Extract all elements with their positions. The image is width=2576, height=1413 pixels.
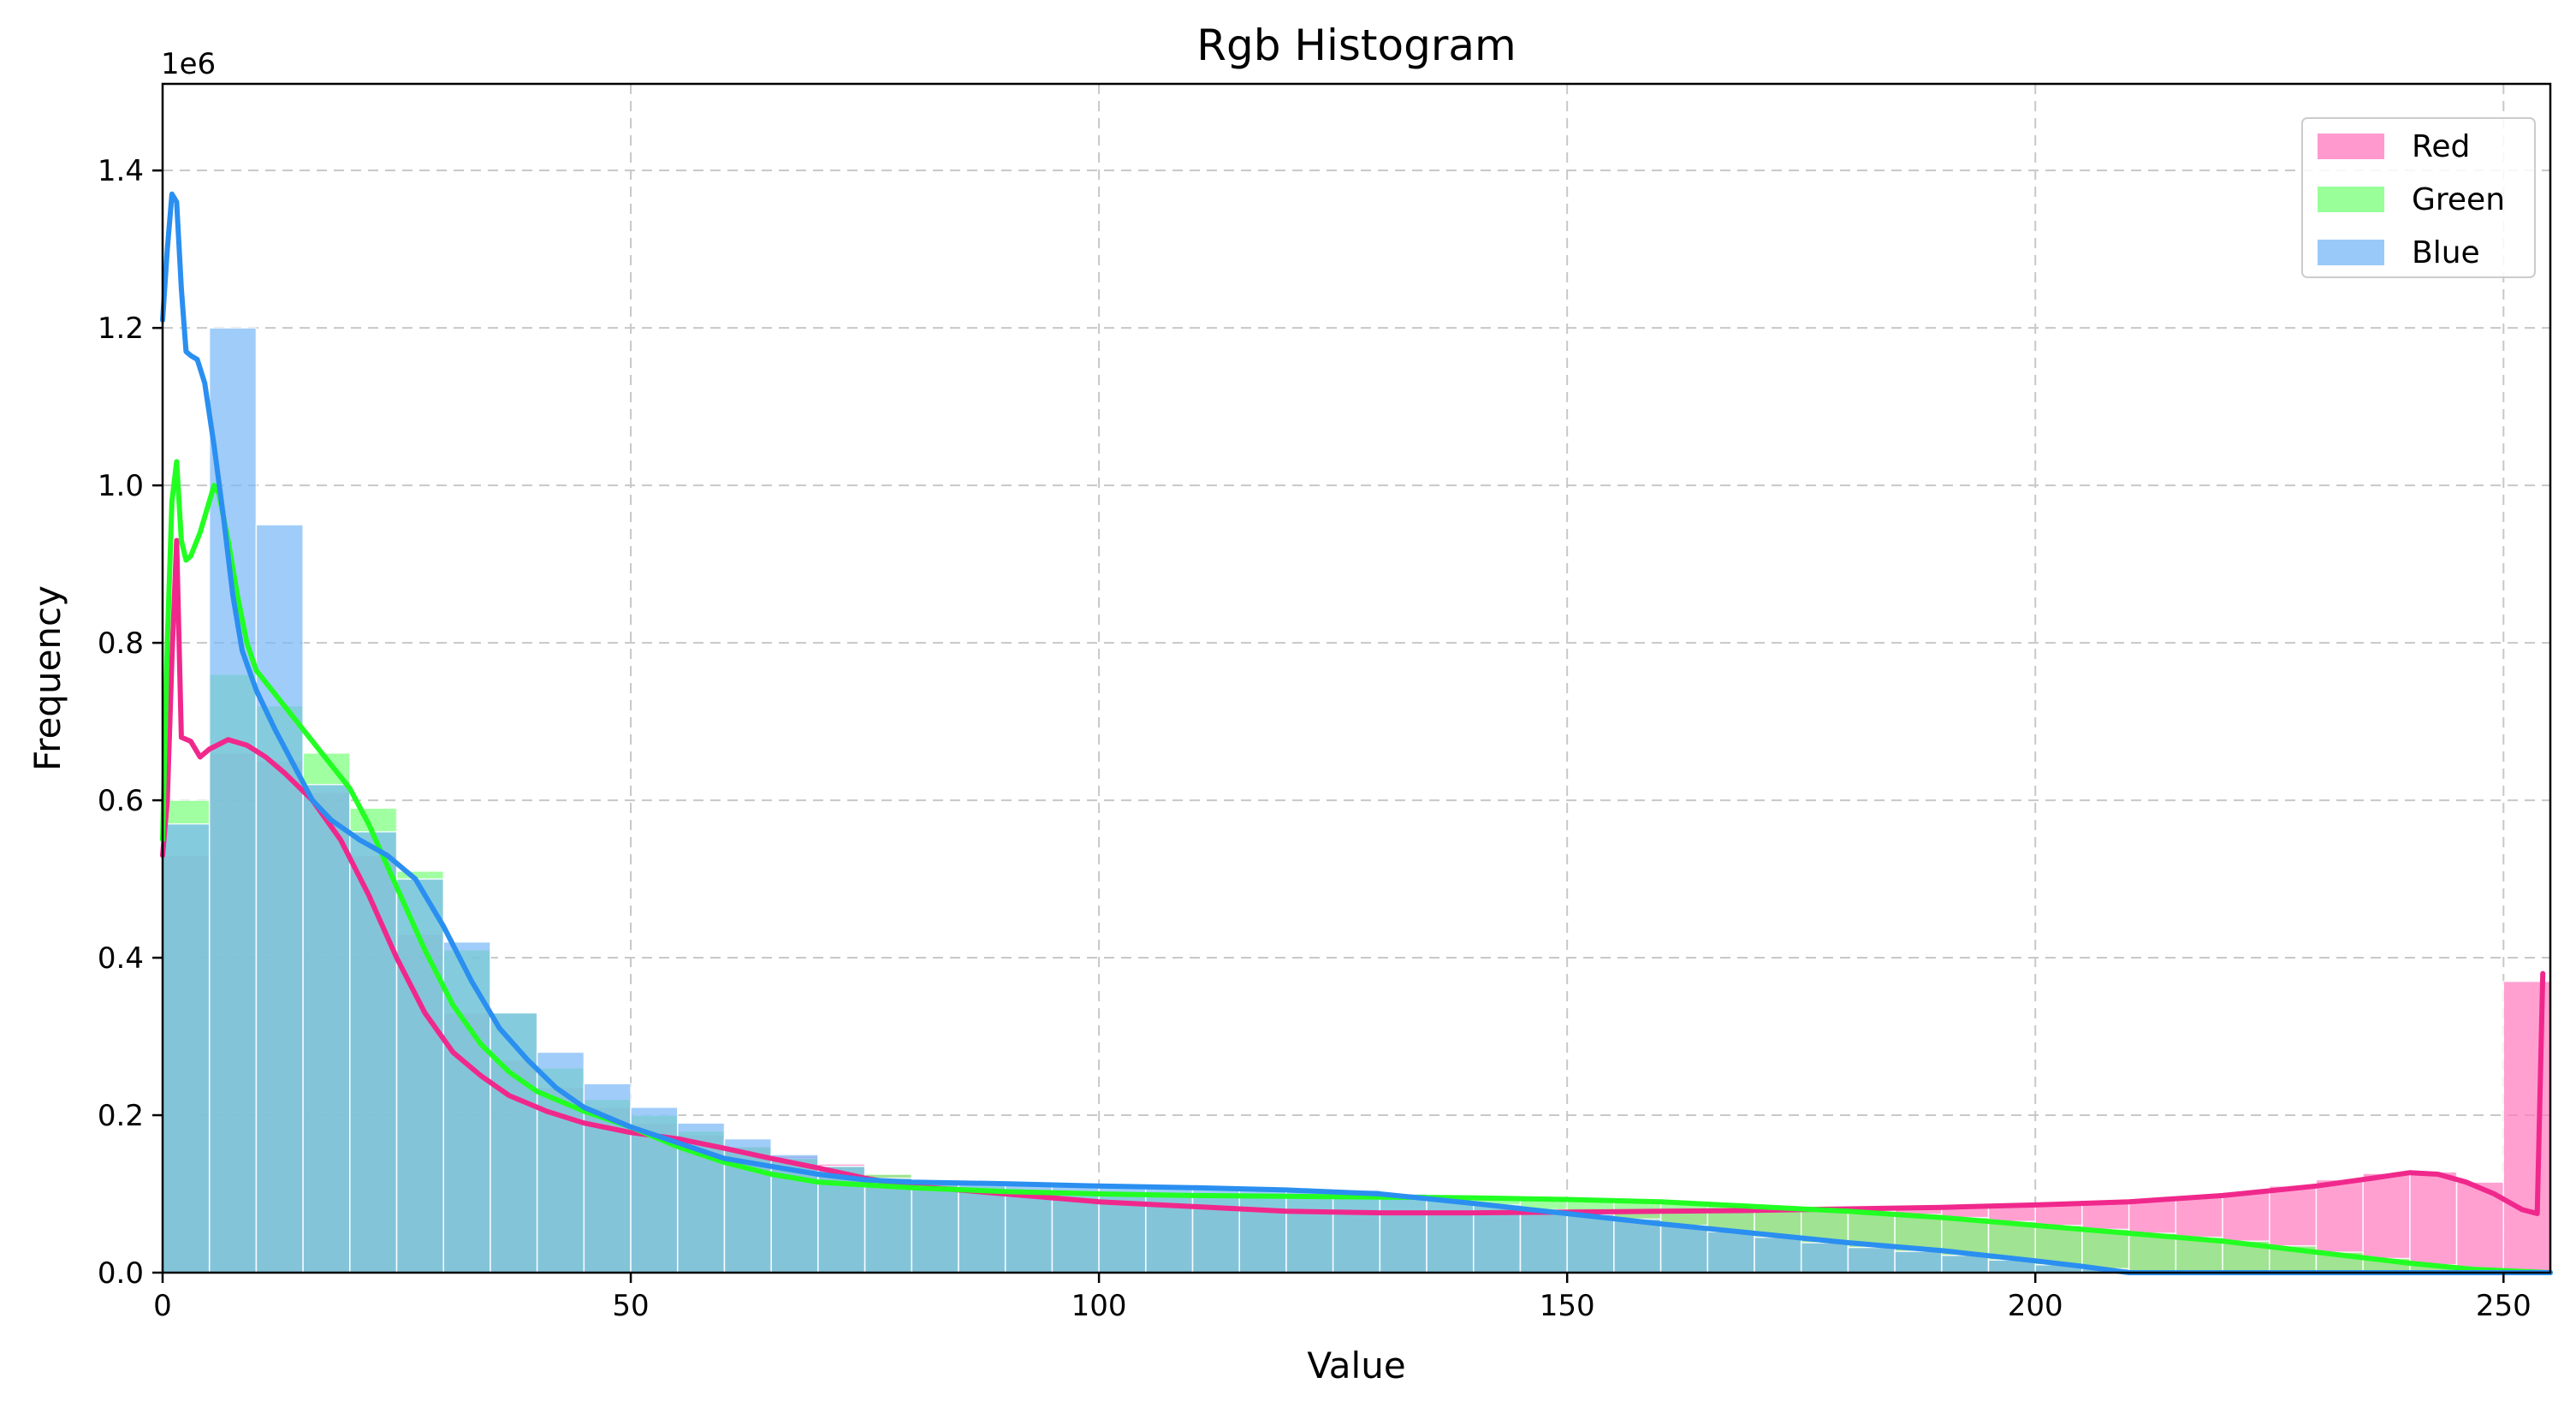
x-axis-label: Value	[1307, 1345, 1405, 1386]
histogram-bar	[2409, 1171, 2458, 1273]
x-tick-label: 100	[1071, 1289, 1127, 1323]
y-tick-label: 1.2	[98, 312, 144, 346]
histogram-bar	[1847, 1246, 1896, 1273]
x-tick-label: 150	[1540, 1289, 1595, 1323]
y-tick-label: 0.0	[98, 1256, 144, 1291]
histogram-bar	[1613, 1218, 1662, 1273]
legend-label-green: Green	[2412, 182, 2505, 217]
kde-curves	[160, 191, 2553, 1275]
x-tick-label: 0	[153, 1289, 172, 1323]
x-tick-label: 50	[612, 1289, 649, 1323]
axes: 0 50 100 150 200 250 0.0 0.2 0.4 0.6 0.8 1.0 1.2 1.4	[98, 154, 2531, 1323]
histogram-bars	[162, 327, 2551, 1273]
kde-line-blue	[160, 191, 2553, 1275]
histogram-bar	[1285, 1188, 1334, 1273]
kde-line-red	[160, 537, 2546, 1216]
histogram-bar	[1519, 1208, 1568, 1273]
histogram-bar	[536, 1051, 585, 1273]
legend-label-blue: Blue	[2412, 235, 2480, 270]
histogram-bar	[864, 1177, 913, 1273]
chart-title: Rgb Histogram	[1196, 21, 1517, 70]
legend-swatch-red	[2318, 134, 2384, 159]
y-tick-label: 0.2	[98, 1099, 144, 1133]
histogram-bar	[1379, 1193, 1427, 1273]
x-tick-label: 200	[2008, 1289, 2063, 1323]
histogram-bar	[349, 831, 398, 1273]
histogram-bar	[1145, 1185, 1194, 1273]
y-tick-label: 1.0	[98, 469, 144, 503]
legend-swatch-blue	[2318, 240, 2384, 265]
kde-line-green	[160, 459, 2553, 1275]
histogram-bar	[1894, 1250, 1943, 1273]
histogram-bar	[162, 822, 211, 1273]
histogram-bar	[442, 941, 491, 1273]
histogram-bar	[1706, 1231, 1755, 1273]
histogram-bar	[911, 1179, 959, 1273]
y-axis-offset-label: 1e6	[161, 47, 216, 81]
legend-swatch-green	[2318, 187, 2384, 212]
legend: Red Green Blue	[2301, 117, 2536, 278]
histogram-bar	[2175, 1236, 2223, 1273]
histogram-bar	[490, 1012, 538, 1273]
histogram-bar	[1098, 1185, 1147, 1273]
histogram-bar	[1754, 1236, 1802, 1273]
histogram-bar	[958, 1181, 1006, 1273]
x-tick-label: 250	[2476, 1289, 2531, 1323]
bar-group-blue	[162, 327, 2177, 1273]
y-axis-label: Frequency	[27, 585, 68, 771]
plot-frame	[161, 82, 2552, 1274]
histogram-bar	[302, 783, 351, 1273]
y-tick-label: 0.6	[98, 784, 144, 818]
histogram-bar	[1800, 1242, 1849, 1273]
histogram-bar	[1191, 1186, 1240, 1273]
histogram-bar	[1659, 1225, 1709, 1273]
histogram-bar	[1941, 1255, 1990, 1273]
histogram-bar	[1238, 1187, 1287, 1273]
y-tick-label: 1.4	[98, 154, 144, 188]
y-tick-label: 0.4	[98, 941, 144, 976]
legend-label-red: Red	[2412, 129, 2470, 164]
y-tick-label: 0.8	[98, 626, 144, 661]
histogram-bar	[1332, 1189, 1381, 1273]
histogram-bar	[255, 524, 304, 1273]
histogram-bar	[1566, 1214, 1615, 1273]
